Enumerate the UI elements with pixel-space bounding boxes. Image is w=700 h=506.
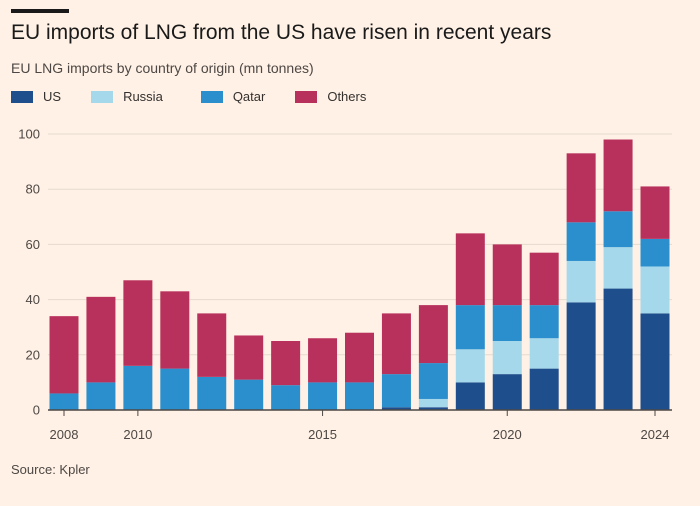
y-tick-label-20: 20 bbox=[26, 347, 40, 362]
bar-qatar-2017 bbox=[381, 374, 411, 408]
bar-russia-2024 bbox=[640, 266, 670, 314]
y-tick-label-40: 40 bbox=[26, 292, 40, 307]
legend-swatch-russia bbox=[91, 90, 114, 103]
bar-qatar-2008 bbox=[49, 393, 79, 410]
legend-label-qatar: Qatar bbox=[232, 89, 266, 104]
bar-russia-2018 bbox=[418, 398, 448, 408]
legend-item-russia: Russia bbox=[91, 89, 163, 104]
legend-label-us: US bbox=[43, 89, 62, 104]
legend-label-others: Others bbox=[327, 89, 367, 104]
bar-others-2021 bbox=[529, 252, 559, 306]
bar-qatar-2019 bbox=[455, 305, 485, 350]
legend-swatch-us bbox=[11, 90, 33, 103]
bar-qatar-2024 bbox=[640, 238, 670, 267]
x-tick-label-2020: 2020 bbox=[493, 427, 522, 442]
bar-others-2022 bbox=[566, 153, 596, 223]
legend-swatch-others bbox=[295, 90, 318, 103]
bar-qatar-2021 bbox=[529, 305, 559, 339]
bar-qatar-2011 bbox=[160, 368, 190, 410]
y-tick-label-100: 100 bbox=[18, 127, 40, 142]
x-tick-label-2008: 2008 bbox=[50, 427, 79, 442]
bar-qatar-2010 bbox=[123, 365, 153, 410]
legend-item-others: Others bbox=[295, 89, 366, 104]
bar-us-2020 bbox=[492, 374, 522, 410]
legend-item-us: US bbox=[11, 89, 61, 104]
bar-others-2018 bbox=[418, 305, 448, 364]
bar-qatar-2020 bbox=[492, 305, 522, 341]
bar-qatar-2015 bbox=[308, 382, 338, 410]
chart-legend: US Russia Qatar Others bbox=[11, 89, 396, 104]
bar-others-2023 bbox=[603, 139, 633, 212]
bar-qatar-2016 bbox=[345, 382, 374, 410]
y-tick-label-0: 0 bbox=[33, 403, 40, 418]
legend-label-russia: Russia bbox=[123, 89, 163, 104]
x-tick-label-2015: 2015 bbox=[308, 427, 337, 442]
bar-others-2011 bbox=[160, 291, 190, 369]
bar-qatar-2012 bbox=[197, 376, 227, 410]
bar-qatar-2023 bbox=[603, 211, 633, 248]
bar-us-2023 bbox=[603, 288, 633, 410]
bar-qatar-2018 bbox=[418, 363, 448, 399]
bar-others-2012 bbox=[197, 313, 227, 377]
bar-others-2019 bbox=[455, 233, 485, 306]
bar-qatar-2013 bbox=[234, 379, 264, 410]
chart-subtitle: EU LNG imports by country of origin (mn … bbox=[11, 60, 314, 76]
bar-russia-2023 bbox=[603, 247, 633, 289]
bar-others-2010 bbox=[123, 280, 153, 366]
bar-us-2018 bbox=[418, 407, 448, 410]
bar-others-2020 bbox=[492, 244, 522, 306]
bar-qatar-2014 bbox=[271, 385, 301, 410]
bar-us-2019 bbox=[455, 382, 485, 410]
bar-qatar-2009 bbox=[86, 382, 116, 410]
legend-swatch-qatar bbox=[200, 90, 223, 103]
header-accent-bar bbox=[11, 9, 69, 13]
bar-others-2015 bbox=[308, 338, 338, 383]
bar-others-2014 bbox=[271, 341, 301, 386]
bar-qatar-2022 bbox=[566, 222, 596, 261]
bar-us-2022 bbox=[566, 302, 596, 410]
bar-others-2024 bbox=[640, 186, 670, 239]
bar-others-2016 bbox=[345, 332, 374, 383]
bar-us-2021 bbox=[529, 368, 559, 410]
bar-russia-2022 bbox=[566, 260, 596, 303]
legend-item-qatar: Qatar bbox=[200, 89, 266, 104]
bar-others-2008 bbox=[49, 316, 79, 394]
y-tick-label-80: 80 bbox=[26, 182, 40, 197]
bar-others-2013 bbox=[234, 335, 264, 380]
bar-us-2024 bbox=[640, 313, 670, 410]
bar-us-2017 bbox=[381, 407, 411, 410]
x-tick-label-2010: 2010 bbox=[123, 427, 152, 442]
bar-russia-2020 bbox=[492, 341, 522, 375]
bar-russia-2019 bbox=[455, 349, 485, 383]
x-tick-label-2024: 2024 bbox=[641, 427, 670, 442]
bar-russia-2021 bbox=[529, 338, 559, 369]
bar-others-2017 bbox=[381, 313, 411, 375]
source-note: Source: Kpler bbox=[11, 462, 90, 477]
y-tick-label-60: 60 bbox=[26, 237, 40, 252]
bar-others-2009 bbox=[86, 296, 116, 383]
chart-title: EU imports of LNG from the US have risen… bbox=[11, 21, 552, 44]
